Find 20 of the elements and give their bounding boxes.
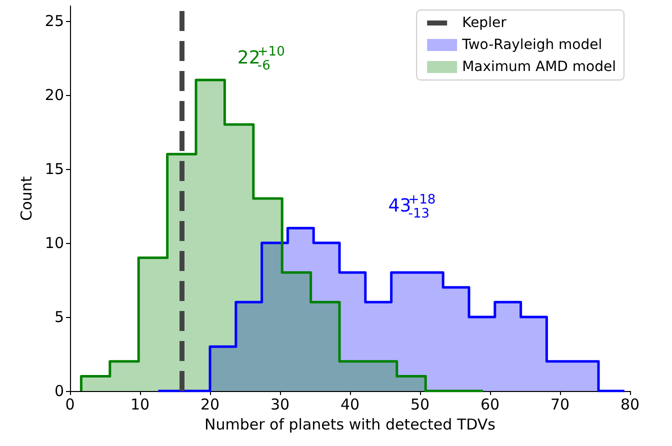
legend-label: Maximum AMD model	[462, 59, 616, 75]
x-tick-label: 80	[620, 396, 640, 414]
y-tick-label: 5	[54, 308, 64, 326]
y-tick-label: 10	[44, 234, 64, 252]
x-tick-label: 50	[410, 396, 430, 414]
y-tick-label: 20	[44, 86, 64, 104]
x-tick-label: 0	[65, 396, 75, 414]
x-axis-title: Number of planets with detected TDVs	[204, 416, 496, 434]
legend-label: Kepler	[462, 15, 507, 31]
y-tick-label: 0	[54, 382, 64, 400]
legend-label: Two-Rayleigh model	[461, 37, 602, 53]
y-axis-title: Count	[18, 176, 36, 221]
x-tick-label: 70	[550, 396, 570, 414]
x-tick-label: 20	[200, 396, 220, 414]
x-tick-label: 30	[270, 396, 290, 414]
y-tick-label: 25	[44, 12, 64, 30]
x-tick-label: 10	[130, 396, 150, 414]
x-tick-label: 40	[340, 396, 360, 414]
x-tick-label: 60	[480, 396, 500, 414]
y-tick-label: 15	[44, 160, 64, 178]
